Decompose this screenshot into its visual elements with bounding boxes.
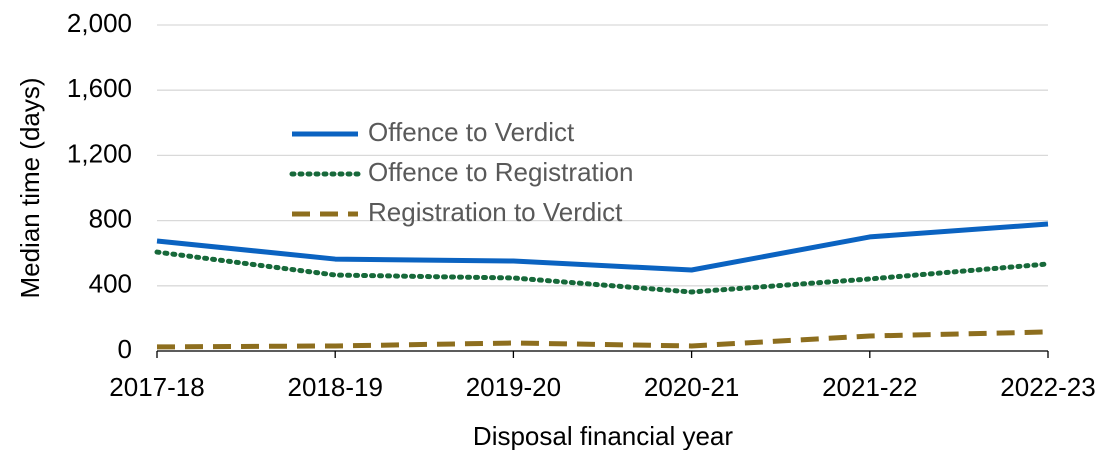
y-tick-label: 2,000 xyxy=(67,8,132,38)
x-tick-label: 2019-20 xyxy=(466,372,561,402)
series-line xyxy=(156,221,1049,273)
y-tick-label: 0 xyxy=(118,334,132,364)
y-tick-label: 800 xyxy=(89,203,132,233)
y-tick-label: 1,600 xyxy=(67,73,132,103)
y-axis-label: Median time (days) xyxy=(15,77,45,298)
series-line xyxy=(154,249,1051,295)
legend-label: Offence to Registration xyxy=(368,157,633,187)
x-tick-label: 2022-23 xyxy=(1000,372,1095,402)
legend-label: Offence to Verdict xyxy=(368,117,575,147)
x-tick-label: 2018-19 xyxy=(287,372,382,402)
x-tick-label: 2017-18 xyxy=(109,372,204,402)
y-tick-label: 1,200 xyxy=(67,138,132,168)
x-axis-label: Disposal financial year xyxy=(473,421,733,450)
x-tick-label: 2021-22 xyxy=(822,372,917,402)
y-tick-label: 400 xyxy=(89,269,132,299)
x-tick-label: 2020-21 xyxy=(644,372,739,402)
legend-label: Registration to Verdict xyxy=(368,197,623,227)
series-line xyxy=(156,329,1049,350)
